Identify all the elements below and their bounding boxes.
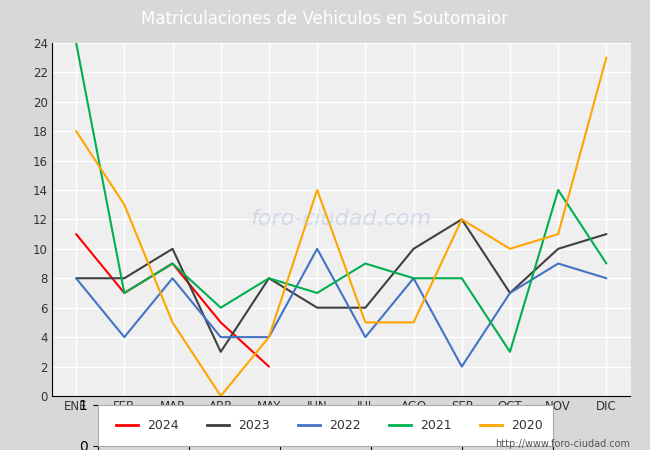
Text: 2024: 2024 (148, 419, 179, 432)
Text: Matriculaciones de Vehiculos en Soutomaior: Matriculaciones de Vehiculos en Soutomai… (142, 10, 508, 28)
Text: 2020: 2020 (512, 419, 543, 432)
Text: 2021: 2021 (421, 419, 452, 432)
Text: foro-ciudad.com: foro-ciudad.com (251, 209, 432, 230)
Text: 2022: 2022 (330, 419, 361, 432)
Text: http://www.foro-ciudad.com: http://www.foro-ciudad.com (495, 439, 630, 449)
Text: 2023: 2023 (239, 419, 270, 432)
